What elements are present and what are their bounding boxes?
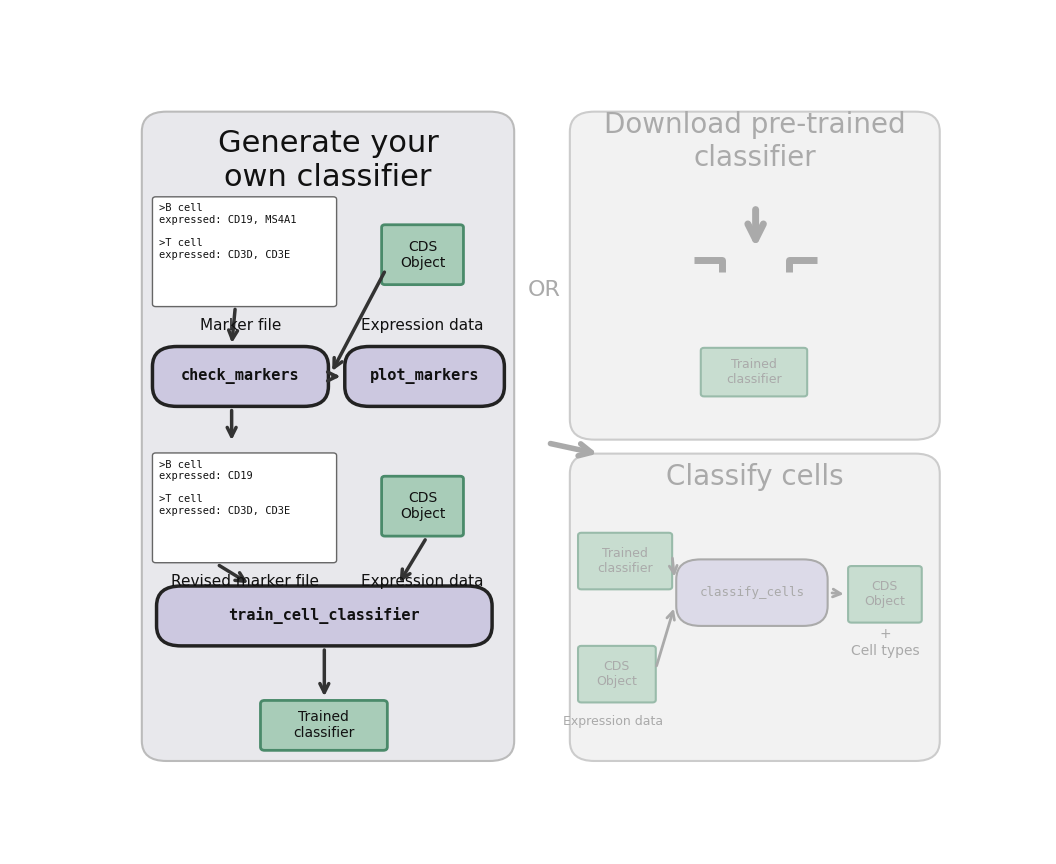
Text: +
Cell types: + Cell types [851, 627, 919, 658]
Text: check_markers: check_markers [182, 368, 300, 384]
Text: Expression data: Expression data [361, 574, 484, 589]
FancyBboxPatch shape [152, 453, 337, 562]
Text: >B cell
expressed: CD19, MS4A1

>T cell
expressed: CD3D, CD3E: >B cell expressed: CD19, MS4A1 >T cell e… [159, 204, 297, 260]
Text: plot_markers: plot_markers [370, 368, 479, 384]
Text: classify_cells: classify_cells [699, 586, 805, 599]
Text: Trained
classifier: Trained classifier [598, 547, 653, 575]
FancyBboxPatch shape [701, 348, 807, 397]
Text: CDS
Object: CDS Object [597, 660, 638, 688]
Text: Revised marker file: Revised marker file [170, 574, 319, 589]
FancyBboxPatch shape [570, 454, 940, 761]
Text: CDS
Object: CDS Object [400, 239, 446, 270]
Text: OR: OR [528, 280, 561, 300]
Text: >B cell
expressed: CD19

>T cell
expressed: CD3D, CD3E: >B cell expressed: CD19 >T cell expresse… [159, 460, 290, 516]
FancyBboxPatch shape [381, 225, 464, 284]
Text: Generate your
own classifier: Generate your own classifier [218, 129, 438, 192]
Text: Trained
classifier: Trained classifier [294, 710, 355, 740]
Text: Download pre-trained
classifier: Download pre-trained classifier [604, 111, 906, 172]
Text: CDS
Object: CDS Object [400, 491, 446, 521]
FancyBboxPatch shape [142, 111, 514, 761]
FancyBboxPatch shape [344, 346, 505, 406]
FancyBboxPatch shape [570, 111, 940, 440]
FancyBboxPatch shape [676, 559, 828, 626]
Text: Expression data: Expression data [563, 715, 663, 727]
FancyBboxPatch shape [152, 197, 337, 307]
FancyBboxPatch shape [578, 533, 673, 589]
FancyBboxPatch shape [261, 701, 388, 750]
Text: Trained
classifier: Trained classifier [727, 358, 781, 386]
Text: train_cell_classifier: train_cell_classifier [228, 607, 420, 625]
FancyBboxPatch shape [152, 346, 328, 406]
FancyBboxPatch shape [578, 646, 656, 702]
Text: Expression data: Expression data [361, 318, 484, 333]
FancyBboxPatch shape [848, 566, 922, 623]
Text: Classify cells: Classify cells [666, 463, 844, 491]
Text: CDS
Object: CDS Object [865, 581, 905, 608]
FancyBboxPatch shape [156, 586, 492, 646]
Text: Marker file: Marker file [201, 318, 282, 333]
FancyBboxPatch shape [381, 476, 464, 536]
